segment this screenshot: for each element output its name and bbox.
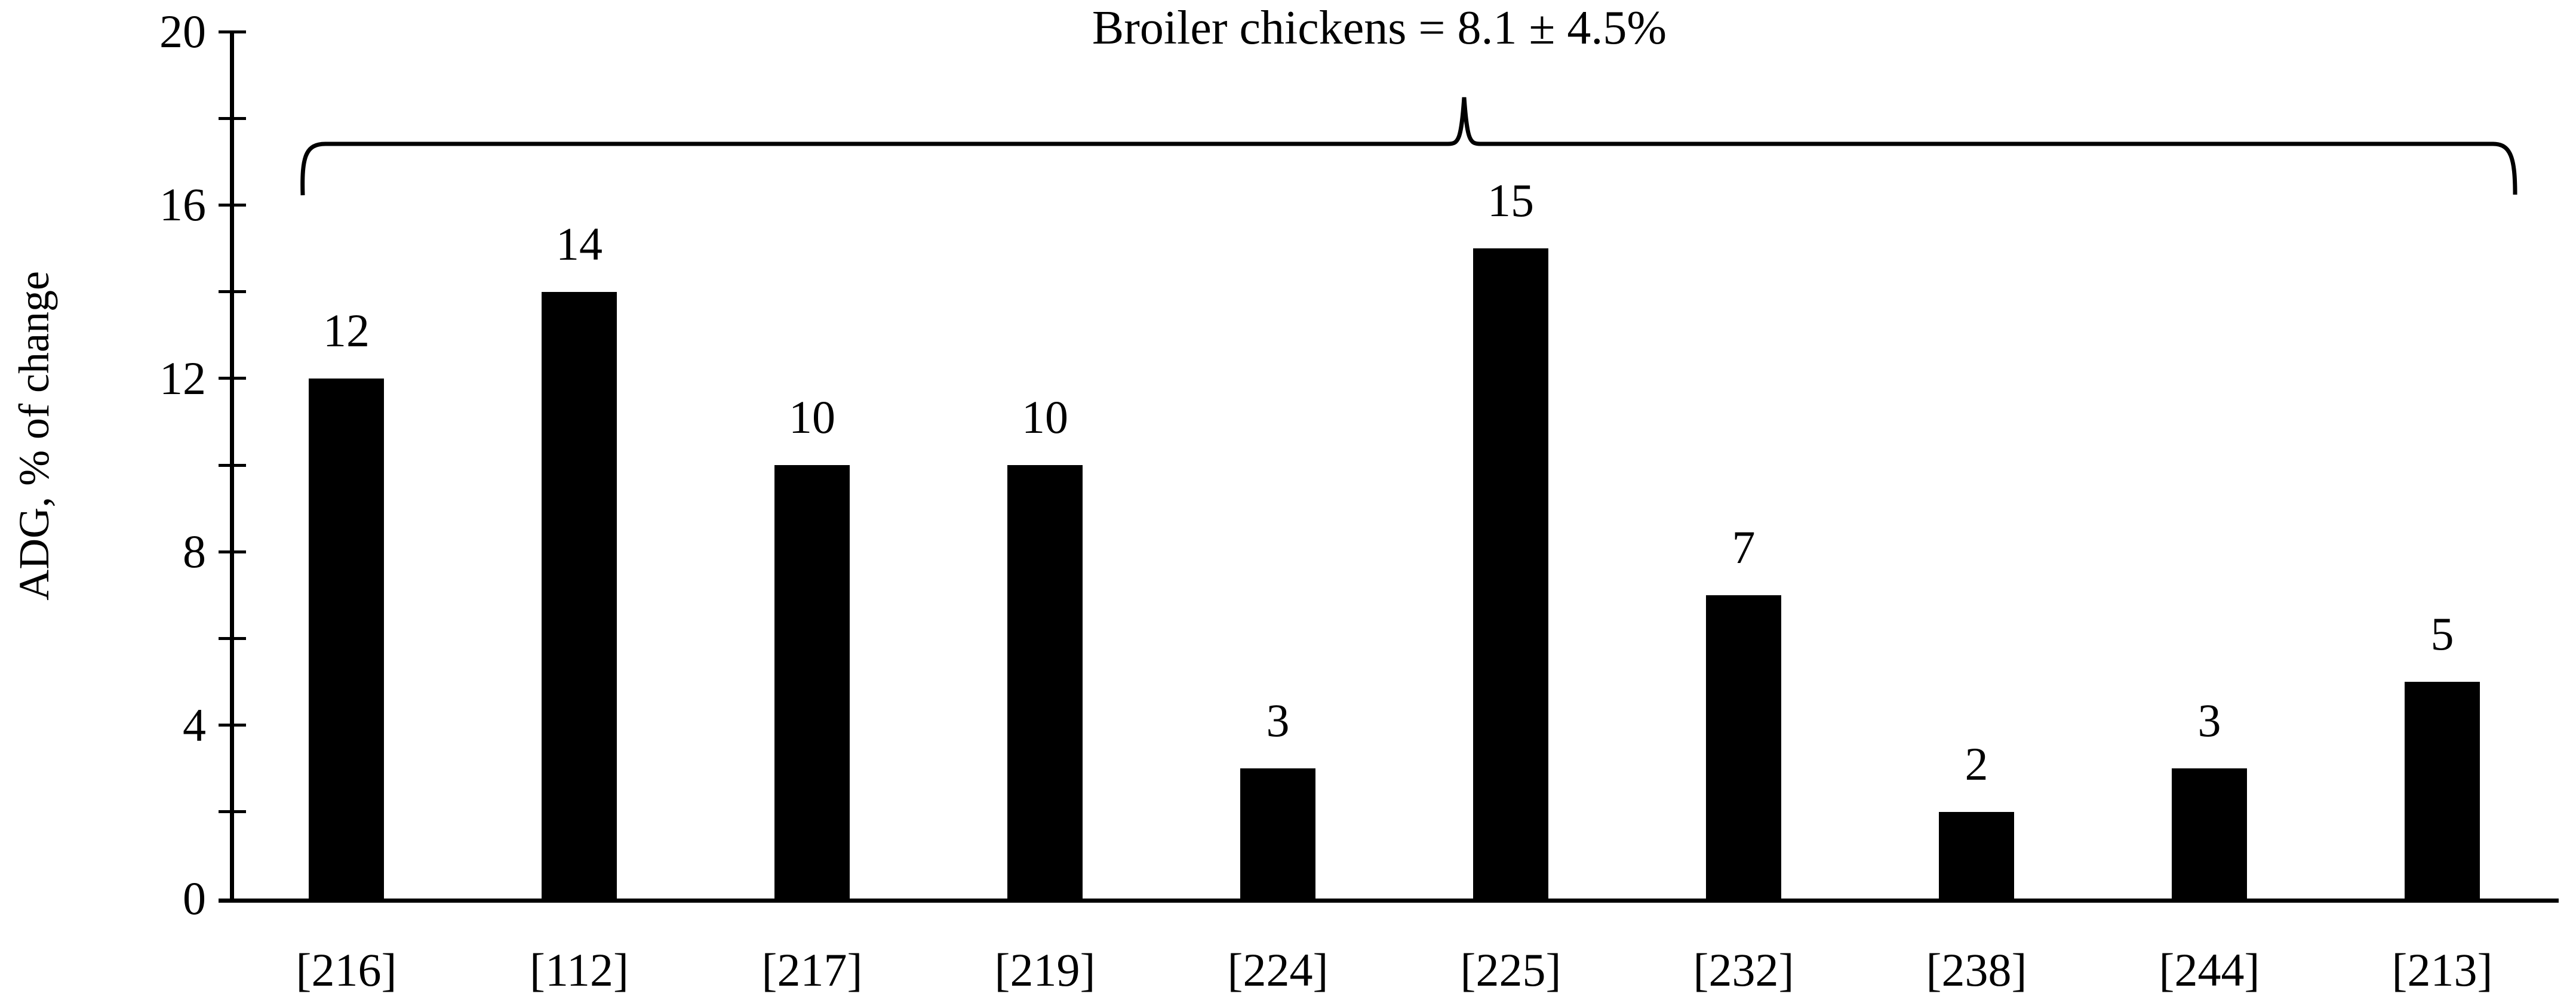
y-tick-label: 20 xyxy=(159,5,206,57)
x-tick-label: [216] xyxy=(296,944,397,996)
y-axis-tick xyxy=(218,116,246,120)
x-tick-label: [217] xyxy=(761,944,863,996)
bar-value-label: 15 xyxy=(1487,174,1534,226)
y-axis-tick xyxy=(218,377,246,380)
curly-brace-icon xyxy=(300,97,2517,196)
y-axis-tick xyxy=(218,550,246,553)
bar-[112] xyxy=(542,291,617,899)
bar-[225] xyxy=(1473,248,1548,899)
y-tick-label: 4 xyxy=(183,699,206,751)
y-axis-tick xyxy=(218,290,246,294)
x-tick-label: [244] xyxy=(2159,944,2260,996)
x-tick-label: [238] xyxy=(1926,944,2027,996)
bar-[238] xyxy=(1939,811,2014,899)
x-axis-line xyxy=(219,899,2559,903)
y-tick-label: 0 xyxy=(183,872,206,924)
y-axis-tick xyxy=(218,810,246,814)
bar-[213] xyxy=(2405,682,2480,899)
x-tick-label: [232] xyxy=(1693,944,1794,996)
y-axis-tick xyxy=(218,30,246,33)
y-axis-tick xyxy=(218,463,246,467)
x-tick-label: [213] xyxy=(2391,944,2493,996)
y-tick-label: 8 xyxy=(183,525,206,578)
bar-value-label: 3 xyxy=(1266,694,1290,747)
bar-value-label: 14 xyxy=(556,217,602,270)
bar-value-label: 7 xyxy=(1732,521,1756,573)
chart-title: Broiler chickens = 8.1 ± 4.5% xyxy=(1092,2,1667,54)
y-axis-line xyxy=(230,32,234,903)
bar-[232] xyxy=(1706,595,1781,899)
bar-value-label: 2 xyxy=(1965,737,1988,790)
y-axis-tick xyxy=(218,203,246,207)
bar-value-label: 10 xyxy=(1022,391,1068,443)
y-tick-label: 16 xyxy=(159,179,206,231)
bar-value-label: 10 xyxy=(789,391,835,443)
bar-[244] xyxy=(2172,768,2247,899)
y-tick-label: 12 xyxy=(159,352,206,404)
bar-value-label: 3 xyxy=(2197,694,2221,747)
bar-[224] xyxy=(1240,768,1315,899)
x-tick-label: [112] xyxy=(529,944,629,996)
x-tick-label: [225] xyxy=(1460,944,1561,996)
bar-[217] xyxy=(774,465,850,899)
y-axis-tick xyxy=(218,724,246,727)
bar-value-label: 5 xyxy=(2430,608,2454,660)
x-tick-label: [224] xyxy=(1227,944,1329,996)
x-tick-label: [219] xyxy=(994,944,1096,996)
bar-[216] xyxy=(309,378,384,899)
bar-value-label: 12 xyxy=(323,304,370,356)
bar-[219] xyxy=(1007,465,1083,899)
y-axis-tick xyxy=(218,636,246,640)
